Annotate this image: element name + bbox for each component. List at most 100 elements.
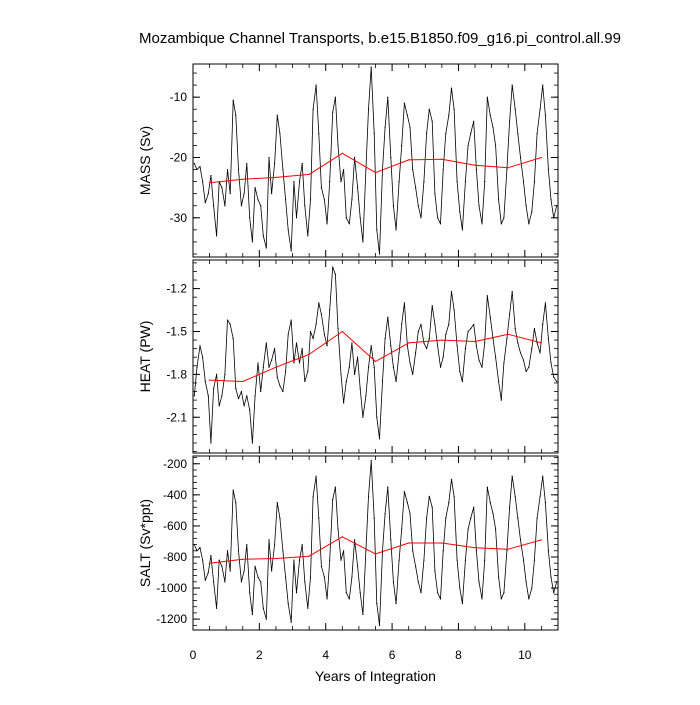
- data-point-monthly: [229, 323, 231, 325]
- data-point-monthly: [249, 409, 251, 411]
- data-point-monthly: [370, 66, 372, 68]
- data-point-monthly: [307, 235, 309, 237]
- data-point-monthly: [320, 313, 323, 315]
- data-point-monthly: [210, 442, 212, 444]
- x-tick-label: 6: [389, 648, 396, 662]
- data-point-annual: [474, 164, 476, 166]
- data-point-monthly: [500, 598, 502, 600]
- data-point-monthly: [473, 323, 475, 325]
- data-point-monthly: [262, 607, 264, 609]
- data-point-monthly: [387, 316, 389, 318]
- data-point-monthly: [351, 576, 353, 578]
- y-axis-label: MASS (Sv): [137, 126, 153, 195]
- data-point-monthly: [224, 373, 226, 375]
- data-point-monthly: [423, 342, 425, 344]
- data-point-monthly: [304, 380, 306, 383]
- data-point-monthly: [544, 502, 546, 504]
- series-line-annual: [209, 331, 542, 382]
- data-point-monthly: [420, 217, 422, 219]
- data-point-monthly: [240, 205, 243, 207]
- data-point-monthly: [426, 348, 428, 350]
- data-point-monthly: [265, 342, 267, 344]
- data-point-monthly: [207, 571, 209, 574]
- data-point-monthly: [246, 543, 248, 546]
- data-point-monthly: [503, 217, 505, 219]
- panel-frame: [192, 259, 559, 454]
- data-point-monthly: [221, 565, 223, 567]
- data-point-monthly: [282, 550, 284, 552]
- data-point-monthly: [484, 342, 486, 344]
- data-point-monthly: [329, 181, 331, 183]
- data-point-monthly: [271, 359, 273, 361]
- data-point-monthly: [522, 559, 525, 561]
- y-tick-label: -400: [163, 488, 187, 502]
- data-point-monthly: [362, 416, 364, 418]
- y-tick-label: -1.5: [166, 324, 187, 338]
- data-point-monthly: [215, 373, 218, 375]
- panel-2: -1200 -1000 -800 -600 -400 -200 SALT (Sv*ppt): [137, 455, 559, 631]
- data-point-monthly: [376, 229, 378, 231]
- data-point-monthly: [290, 250, 292, 252]
- data-point-monthly: [453, 309, 455, 311]
- data-point-monthly: [257, 199, 259, 201]
- data-point-monthly: [276, 502, 278, 504]
- data-point-monthly: [229, 193, 231, 195]
- data-point-monthly: [503, 592, 505, 594]
- data-point-monthly: [506, 338, 508, 340]
- series-line-monthly: [193, 266, 558, 444]
- data-point-annual: [474, 547, 476, 549]
- data-point-monthly: [415, 352, 417, 354]
- data-point-monthly: [470, 132, 472, 134]
- data-point-monthly: [373, 132, 375, 134]
- data-point-monthly: [240, 581, 243, 583]
- data-point-monthly: [378, 253, 381, 255]
- data-point-annual: [507, 333, 509, 335]
- data-point-monthly: [395, 380, 397, 383]
- data-point-monthly: [254, 395, 256, 397]
- data-point-monthly: [329, 559, 331, 561]
- data-point-monthly: [356, 356, 359, 358]
- data-point-monthly: [312, 495, 314, 497]
- data-point-monthly: [240, 390, 243, 393]
- data-point-monthly: [249, 217, 251, 219]
- data-point-monthly: [312, 108, 314, 110]
- data-point-monthly: [486, 96, 488, 98]
- data-point-monthly: [539, 108, 541, 110]
- data-point-monthly: [556, 581, 558, 583]
- data-point-monthly: [235, 502, 237, 504]
- data-point-monthly: [522, 181, 525, 183]
- data-point-monthly: [390, 156, 392, 159]
- data-point-monthly: [340, 181, 342, 183]
- data-point-monthly: [295, 342, 298, 344]
- data-point-monthly: [323, 333, 325, 335]
- data-point-monthly: [318, 517, 320, 519]
- data-point-monthly: [415, 187, 417, 189]
- data-point-monthly: [489, 114, 491, 116]
- data-point-monthly: [276, 376, 278, 378]
- data-point-monthly: [519, 539, 522, 541]
- data-point-monthly: [279, 132, 281, 134]
- data-point-annual: [540, 156, 543, 159]
- data-point-monthly: [439, 223, 442, 225]
- data-point-monthly: [481, 598, 483, 600]
- data-point-annual: [474, 340, 476, 343]
- data-point-monthly: [525, 370, 527, 373]
- data-point-monthly: [254, 565, 256, 567]
- x-tick-label: 10: [518, 648, 532, 662]
- data-point-annual: [275, 557, 277, 560]
- data-point-monthly: [503, 362, 505, 364]
- data-point-monthly: [237, 550, 240, 552]
- data-point-monthly: [550, 199, 552, 201]
- data-point-monthly: [345, 380, 347, 383]
- data-point-monthly: [478, 205, 480, 207]
- data-point-monthly: [271, 193, 273, 195]
- series-line-monthly: [193, 66, 558, 255]
- data-point-monthly: [495, 144, 497, 147]
- data-point-monthly: [378, 624, 381, 626]
- data-point-annual: [441, 339, 443, 341]
- data-point-monthly: [428, 495, 430, 497]
- data-point-annual: [540, 539, 543, 541]
- data-point-monthly: [279, 517, 281, 519]
- data-point-annual: [242, 558, 244, 560]
- data-point-monthly: [406, 114, 408, 116]
